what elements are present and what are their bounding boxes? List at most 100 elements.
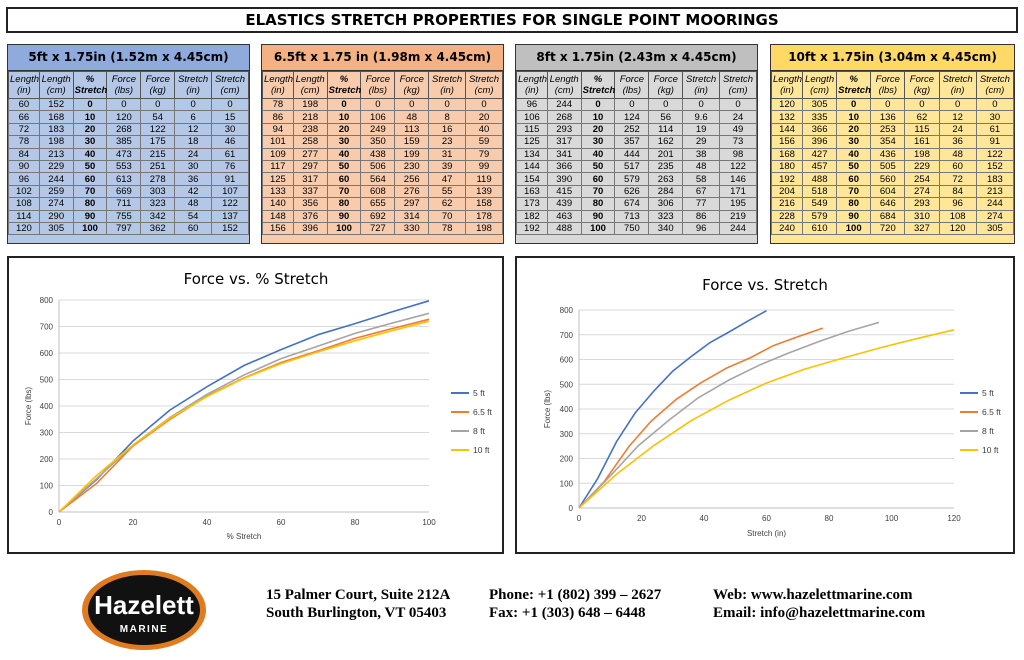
table-cell: 62 <box>428 197 467 211</box>
table-row: 78 198 30 385 175 18 46 <box>8 135 249 149</box>
table-8ft: 8ft x 1.75in (2.43m x 4.45cm) Length (in)… <box>515 44 758 244</box>
table-cell: 0 <box>106 97 142 112</box>
table-cell: 755 <box>106 209 142 223</box>
table-cell: 30 <box>72 135 108 149</box>
table-cell: 396 <box>292 221 328 236</box>
table-cell: 40 <box>326 147 362 161</box>
table-cell: 305 <box>802 97 838 112</box>
column-header: Stretch (cm) <box>975 71 1015 99</box>
legend-label: 6.5 ft <box>473 407 493 417</box>
table-cell: 58 <box>682 172 721 186</box>
table-cell: 61 <box>211 147 249 161</box>
table-cell: 610 <box>802 221 838 236</box>
table-cell: 505 <box>870 159 906 174</box>
table-cell: 268 <box>546 110 582 124</box>
x-tick-label: 120 <box>947 514 961 523</box>
column-header: Length (in) <box>262 71 294 99</box>
legend-label: 10 ft <box>982 445 999 455</box>
table-cell: 684 <box>870 209 906 223</box>
chart-force-vs-percent-stretch: Force vs. % Stretch 0 100 200 300 400 500 600 70… <box>7 256 504 554</box>
table-cell: 390 <box>546 172 582 186</box>
table-cell: 517 <box>614 159 650 174</box>
table-cell: 0 <box>975 97 1015 112</box>
table-cell: 23 <box>428 135 467 149</box>
table-cell: 79 <box>465 147 503 161</box>
table-cell: 107 <box>211 184 249 199</box>
table-cell: 263 <box>648 172 684 186</box>
table-cell: 797 <box>106 221 142 236</box>
table-cell: 284 <box>648 184 684 199</box>
table-5ft: 5ft x 1.75in (1.52m x 4.45cm) Length (in)… <box>7 44 250 244</box>
table-row: 182 463 90 713 323 86 219 <box>516 209 757 223</box>
table-cell: 171 <box>719 184 757 199</box>
table-cell: 144 <box>516 159 548 174</box>
table-cell: 96 <box>938 197 977 211</box>
table-cell: 228 <box>770 209 804 223</box>
table-cell: 579 <box>614 172 650 186</box>
table-cell: 108 <box>938 209 977 223</box>
y-tick-label: 100 <box>40 482 54 491</box>
table-cell: 0 <box>648 97 684 112</box>
table-cell: 99 <box>465 159 503 174</box>
table-cell: 70 <box>72 184 108 199</box>
chart-title: Force vs. Stretch <box>702 276 828 294</box>
page-title: ELASTICS STRETCH PROPERTIES FOR SINGLE P… <box>6 7 1018 33</box>
table-cell: 0 <box>719 97 757 112</box>
table-cell: 238 <box>292 122 328 137</box>
table-title: 5ft x 1.75in (1.52m x 4.45cm) <box>8 45 249 71</box>
table-cell: 6 <box>174 110 213 124</box>
table-cell: 268 <box>106 122 142 137</box>
x-tick-label: 80 <box>825 514 834 523</box>
table-cell: 310 <box>904 209 940 223</box>
table-cell: 90 <box>326 209 362 223</box>
table-cell: 256 <box>394 172 430 186</box>
table-cell: 139 <box>465 184 503 199</box>
table-cell: 720 <box>870 221 906 236</box>
table-cell: 357 <box>614 135 650 149</box>
table-cell: 60 <box>836 172 872 186</box>
table-row: 120 305 0 0 0 0 0 <box>770 97 1015 112</box>
table-cell: 70 <box>326 184 362 199</box>
table-cell: 122 <box>211 197 249 211</box>
series-line <box>58 300 430 513</box>
table-cell: 506 <box>360 159 396 174</box>
series-line <box>58 320 430 513</box>
table-cell: 350 <box>360 135 396 149</box>
table-cell: 342 <box>140 209 176 223</box>
table-cell: 113 <box>394 122 430 137</box>
legend-label: 6.5 ft <box>982 407 1002 417</box>
chart-force-vs-stretch: Force vs. Stretch 0 100 200 300 400 500 600 700 8… <box>515 256 1015 554</box>
table-cell: 669 <box>106 184 142 199</box>
table-cell: 259 <box>38 184 74 199</box>
address-line-2: South Burlington, VT 05403 <box>266 605 447 621</box>
table-cell: 80 <box>580 197 616 211</box>
table-row: 228 579 90 684 310 108 274 <box>770 209 1015 223</box>
table-cell: 244 <box>975 197 1015 211</box>
table-cell: 0 <box>72 97 108 112</box>
table-row: 192 488 60 560 254 72 183 <box>770 172 1015 186</box>
table-cell: 463 <box>546 209 582 223</box>
table-row: 72 183 20 268 122 12 30 <box>8 122 249 137</box>
column-header: % Stretch <box>72 71 108 99</box>
table-cell: 553 <box>106 159 142 174</box>
table-cell: 132 <box>770 110 804 124</box>
table-cell: 31 <box>428 147 467 161</box>
table-cell: 125 <box>262 172 294 186</box>
table-cell: 655 <box>360 197 396 211</box>
x-tick-label: 80 <box>351 518 360 527</box>
website-link[interactable]: Web: www.hazelettmarine.com <box>713 587 913 603</box>
table-cell: 86 <box>682 209 721 223</box>
x-tick-label: 100 <box>422 518 436 527</box>
table-cell: 24 <box>938 122 977 137</box>
table-cell: 711 <box>106 197 142 211</box>
table-cell: 144 <box>770 122 804 137</box>
table-cell: 154 <box>516 172 548 186</box>
table-cell: 9.6 <box>682 110 721 124</box>
x-tick-label: 60 <box>277 518 286 527</box>
email-link[interactable]: Email: info@hazelettmarine.com <box>713 605 926 621</box>
table-cell: 38 <box>682 147 721 161</box>
table-cell: 10 <box>72 110 108 124</box>
table-row: 117 297 50 506 230 39 99 <box>262 159 503 174</box>
logo-wordmark: Hazelett <box>94 590 194 620</box>
table-cell: 55 <box>428 184 467 199</box>
